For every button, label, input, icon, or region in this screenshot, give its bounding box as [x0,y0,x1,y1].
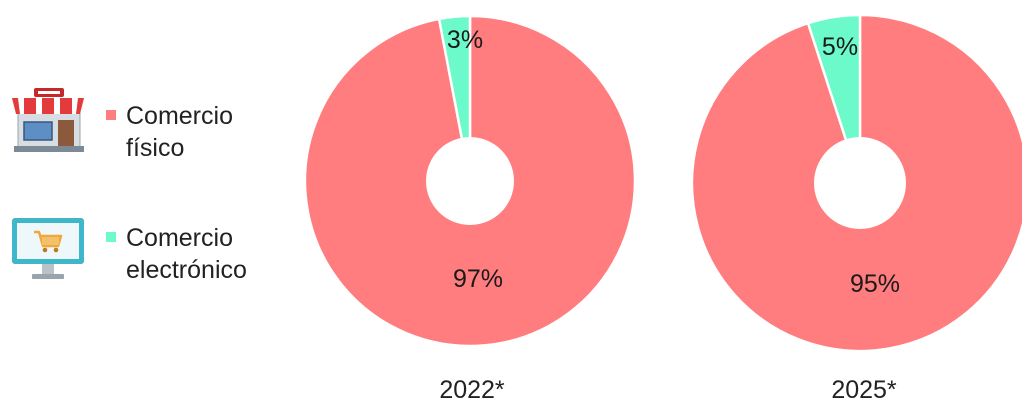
legend-label-line2: físico [126,134,185,162]
pie-hole-0 [426,137,514,225]
legend-swatch-comercio-fisico [106,110,116,120]
legend-label-line1: Comercio [126,102,233,130]
legend-label-line2: electrónico [126,256,247,284]
legend-swatch-comercio-electronico [106,232,116,242]
legend-label-comercio-fisico: Comercio físico [126,100,233,164]
computer-cart-icon [12,218,84,279]
data-label-comercio-fisico-0: 97% [453,265,503,293]
legend-label-line1: Comercio [126,224,233,252]
year-label-2022: 2022* [439,376,505,404]
data-label-comercio-electronico-0: 3% [447,26,483,54]
data-label-comercio-fisico-1: 95% [850,270,900,298]
data-label-comercio-electronico-1: 5% [822,33,858,61]
pie-hole-1 [814,137,906,229]
legend-label-comercio-electronico: Comercio electrónico [126,222,247,286]
store-icon [12,88,84,152]
year-label-2025: 2025* [831,376,897,404]
